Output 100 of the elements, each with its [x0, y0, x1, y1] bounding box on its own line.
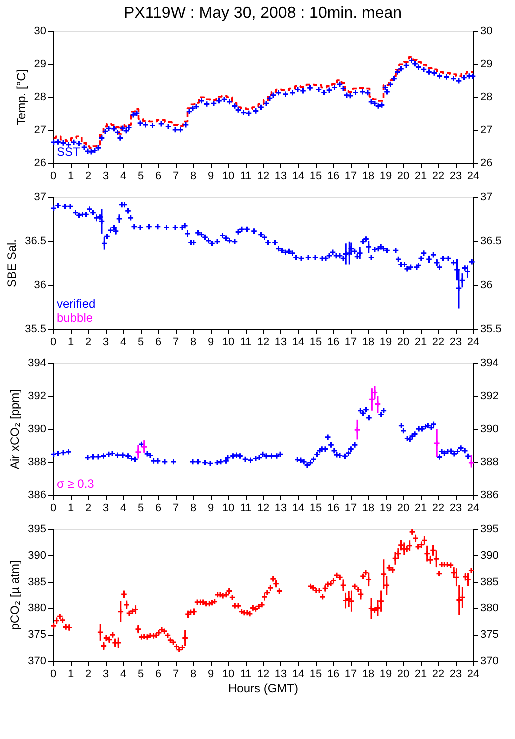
- y-tick-label: 375: [28, 629, 46, 642]
- x-tick-label: 19: [380, 668, 392, 680]
- y-tick-label: 380: [28, 602, 46, 615]
- x-tick-label: 21: [414, 668, 428, 680]
- x-tick-label: 13: [274, 502, 288, 514]
- y-axis-title: pCO₂ [µ atm]: [8, 560, 22, 630]
- y2-tick-label: 385: [480, 576, 499, 588]
- x-tick-label: 20: [397, 170, 410, 182]
- x-tick-label: 18: [362, 502, 375, 514]
- x-tick-label: 16: [327, 502, 340, 514]
- x-tick-label: 23: [450, 336, 462, 348]
- y2-tick-label: 392: [480, 390, 499, 402]
- x-tick-label: 15: [310, 502, 322, 514]
- y-axis-title: Temp. [°C]: [14, 69, 28, 126]
- x-tick-label: 5: [138, 336, 144, 348]
- x-tick-label: 7: [172, 336, 180, 348]
- x-tick-label: 14: [292, 170, 305, 182]
- y2-tick-label: 36: [480, 280, 493, 292]
- x-tick-label: 17: [344, 336, 358, 348]
- x-tick-label: 3: [102, 502, 110, 514]
- x-tick-label: 22: [432, 336, 445, 348]
- x-tick-label: 14: [292, 336, 305, 348]
- x-tick-label: 5: [138, 502, 144, 514]
- x-tick-label: 5: [138, 668, 144, 680]
- x-tick-label: 4: [120, 170, 127, 182]
- x-tick-label: 11: [240, 336, 252, 348]
- y2-tick-label: 390: [480, 550, 499, 562]
- x-tick-label: 1: [68, 336, 74, 348]
- y2-tick-label: 29: [480, 58, 493, 70]
- x-tick-label: 2: [85, 668, 92, 680]
- x-tick-label: 24: [467, 336, 480, 348]
- y-tick-label: 35.5: [25, 324, 46, 336]
- x-tick-label: 3: [102, 336, 110, 348]
- x-tick-label: 3: [102, 170, 110, 182]
- x-tick-label: 24: [467, 502, 480, 514]
- y-tick-label: 394: [28, 358, 46, 370]
- x-tick-label: 6: [155, 336, 162, 348]
- y-tick-label: 386: [28, 490, 46, 502]
- x-tick-label: 2: [85, 170, 92, 182]
- x-tick-label: 16: [327, 668, 340, 680]
- x-tick-label: 21: [414, 502, 428, 514]
- y-tick-label: 392: [28, 390, 46, 402]
- x-tick-label: 0: [50, 336, 57, 348]
- x-tick-label: 12: [257, 668, 270, 680]
- x-tick-label: 15: [310, 336, 322, 348]
- x-tick-label: 18: [362, 336, 375, 348]
- x-tick-label: 19: [380, 336, 392, 348]
- y2-tick-label: 386: [480, 490, 499, 502]
- x-tick-label: 14: [292, 502, 305, 514]
- y2-tick-label: 26: [480, 158, 493, 170]
- x-tick-label: 1: [68, 668, 74, 680]
- y-tick-label: 28: [34, 92, 46, 104]
- y2-tick-label: 390: [480, 424, 499, 436]
- x-tick-label: 2: [85, 502, 92, 514]
- x-tick-label: 20: [397, 336, 410, 348]
- x-tick-label: 3: [102, 668, 110, 680]
- y-tick-label: 29: [34, 58, 46, 70]
- y-tick-label: 395: [28, 524, 46, 536]
- x-tick-label: 10: [222, 336, 235, 348]
- y2-tick-label: 28: [480, 92, 493, 104]
- x-tick-label: 1: [68, 170, 74, 182]
- x-tick-label: 23: [450, 170, 462, 182]
- x-tick-label: 10: [222, 502, 235, 514]
- y-axis-title: Air xCO₂ [ppm]: [8, 389, 22, 470]
- x-tick-label: 13: [274, 668, 288, 680]
- y2-tick-label: 375: [480, 629, 499, 642]
- x-tick-label: 13: [274, 336, 288, 348]
- y2-tick-label: 370: [480, 656, 499, 668]
- x-tick-label: 9: [208, 170, 214, 182]
- x-tick-label: 0: [50, 170, 57, 182]
- x-tick-label: 18: [362, 668, 375, 680]
- x-tick-label: 19: [380, 502, 392, 514]
- x-tick-label: 20: [397, 668, 410, 680]
- x-tick-label: 12: [257, 502, 270, 514]
- x-tick-label: 12: [257, 170, 270, 182]
- x-tick-label: 0: [50, 668, 57, 680]
- x-tick-label: 18: [362, 170, 375, 182]
- x-tick-label: 24: [467, 668, 480, 680]
- x-tick-label: 4: [120, 502, 127, 514]
- x-tick-label: 12: [257, 336, 270, 348]
- y-tick-label: 370: [28, 656, 46, 668]
- x-tick-label: 13: [274, 170, 288, 182]
- x-tick-label: 21: [414, 336, 428, 348]
- text: σ ≥ 0.3: [57, 477, 95, 491]
- y2-tick-label: 37: [480, 192, 493, 204]
- x-tick-label: 6: [155, 502, 162, 514]
- x-tick-label: 10: [222, 170, 235, 182]
- x-tick-label: 19: [380, 170, 392, 182]
- y-tick-label: 27: [34, 124, 46, 136]
- x-tick-label: 4: [120, 336, 127, 348]
- y-tick-label: 390: [28, 550, 46, 562]
- x-tick-label: 16: [327, 170, 340, 182]
- x-tick-label: 8: [190, 336, 197, 348]
- x-tick-label: 7: [172, 502, 180, 514]
- y2-tick-label: 394: [480, 358, 499, 370]
- x-tick-label: 21: [414, 170, 428, 182]
- x-tick-label: 14: [292, 668, 305, 680]
- y-tick-label: 36.5: [25, 236, 46, 248]
- y2-tick-label: 30: [480, 26, 493, 38]
- y-tick-label: 385: [28, 576, 46, 588]
